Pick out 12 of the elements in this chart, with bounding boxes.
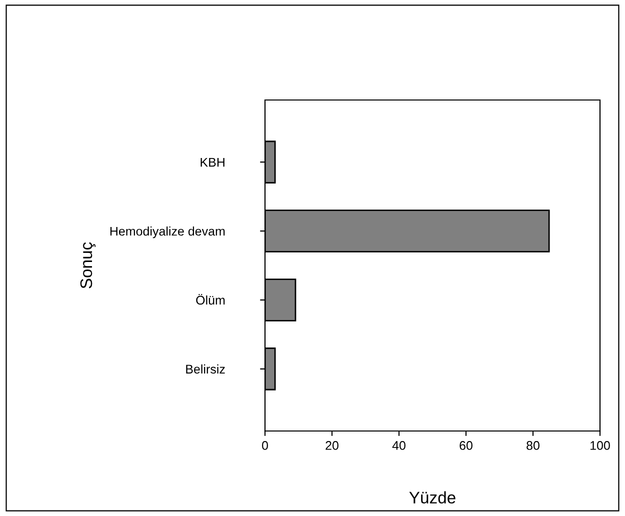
y-axis-title: Sonuç xyxy=(80,242,96,288)
y-tick-label: Ölüm xyxy=(196,294,225,305)
x-tick-label: 60 xyxy=(460,441,472,450)
x-tick-label: 20 xyxy=(326,441,338,450)
y-tick-label: Belirsiz xyxy=(186,364,225,374)
x-tick-label: 80 xyxy=(526,441,540,450)
x-tick-label: 0 xyxy=(262,441,268,450)
y-tick-label: KBH xyxy=(200,158,224,167)
y-tick-label: Hemodiyalize devam xyxy=(110,226,225,238)
x-tick-label: 40 xyxy=(392,441,406,450)
x-axis-title: Yüzde xyxy=(409,491,456,504)
x-tick-label: 100 xyxy=(590,441,610,450)
